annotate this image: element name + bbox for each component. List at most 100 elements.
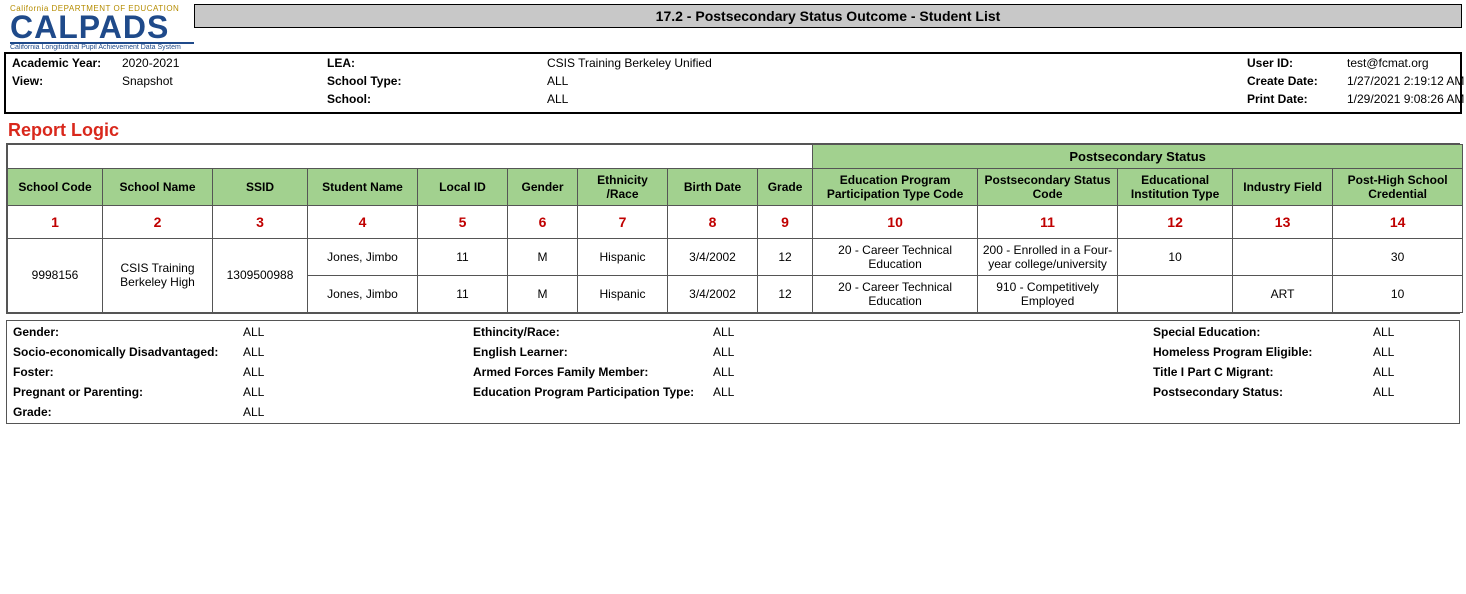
- cell: Jones, Jimbo: [308, 275, 418, 312]
- header-info: Academic Year: 2020-2021 LEA: CSIS Train…: [4, 52, 1462, 114]
- cell: M: [508, 275, 578, 312]
- filter-label: English Learner:: [473, 345, 713, 359]
- col-number: 1: [8, 205, 103, 238]
- filter-value: ALL: [713, 325, 1153, 339]
- col-header: Education Program Participation Type Cod…: [813, 168, 978, 205]
- col-number: 4: [308, 205, 418, 238]
- print-date-label: Print Date:: [1247, 92, 1347, 106]
- cell: 910 - Competitively Employed: [978, 275, 1118, 312]
- filter-value: ALL: [1373, 325, 1453, 339]
- cell: Hispanic: [578, 275, 668, 312]
- col-header: Student Name: [308, 168, 418, 205]
- col-header: School Code: [8, 168, 103, 205]
- col-header: Educational Institution Type: [1118, 168, 1233, 205]
- academic-year-value: 2020-2021: [122, 56, 327, 70]
- filter-value: ALL: [1373, 365, 1453, 379]
- cell: 10: [1118, 238, 1233, 275]
- school-type-label: School Type:: [327, 74, 447, 88]
- filter-label: Armed Forces Family Member:: [473, 365, 713, 379]
- col-number: 6: [508, 205, 578, 238]
- cell: 11: [418, 275, 508, 312]
- create-date-label: Create Date:: [1247, 74, 1347, 88]
- filter-label: [1153, 405, 1373, 419]
- filter-value: ALL: [713, 345, 1153, 359]
- filter-value: ALL: [713, 385, 1153, 399]
- col-number: 11: [978, 205, 1118, 238]
- data-table-wrap: Postsecondary Status School CodeSchool N…: [6, 143, 1460, 314]
- col-header: SSID: [213, 168, 308, 205]
- col-header: Birth Date: [668, 168, 758, 205]
- col-header: Grade: [758, 168, 813, 205]
- school-value: ALL: [547, 92, 1247, 106]
- view-label: View:: [12, 74, 122, 88]
- column-header-row: School CodeSchool NameSSIDStudent NameLo…: [8, 168, 1463, 205]
- col-number: 13: [1233, 205, 1333, 238]
- cell: 30: [1333, 238, 1463, 275]
- filter-label: Education Program Participation Type:: [473, 385, 713, 399]
- filter-label: [473, 405, 713, 419]
- section-title: Report Logic: [8, 120, 1462, 141]
- col-number: 9: [758, 205, 813, 238]
- cell: 200 - Enrolled in a Four-year college/un…: [978, 238, 1118, 275]
- group-header-row: Postsecondary Status: [8, 144, 1463, 168]
- cell: M: [508, 238, 578, 275]
- table-row: 9998156CSIS Training Berkeley High130950…: [8, 238, 1463, 275]
- group-postsecondary: Postsecondary Status: [813, 144, 1463, 168]
- group-blank: [8, 144, 813, 168]
- school-type-value: ALL: [547, 74, 1247, 88]
- filter-label: Pregnant or Parenting:: [13, 385, 243, 399]
- filter-label: Socio-economically Disadvantaged:: [13, 345, 243, 359]
- user-id-label: User ID:: [1247, 56, 1347, 70]
- filter-label: Homeless Program Eligible:: [1153, 345, 1373, 359]
- filter-label: Foster:: [13, 365, 243, 379]
- filter-value: ALL: [1373, 345, 1453, 359]
- filter-label: Grade:: [13, 405, 243, 419]
- col-number: 2: [103, 205, 213, 238]
- col-header: Gender: [508, 168, 578, 205]
- filters-panel: Gender:ALLEthincity/Race:ALLSpecial Educ…: [6, 320, 1460, 424]
- cell: 3/4/2002: [668, 275, 758, 312]
- col-header: School Name: [103, 168, 213, 205]
- cell-school_name: CSIS Training Berkeley High: [103, 238, 213, 312]
- table-body: 9998156CSIS Training Berkeley High130950…: [8, 238, 1463, 312]
- cell: 20 - Career Technical Education: [813, 275, 978, 312]
- col-header: Postsecondary Status Code: [978, 168, 1118, 205]
- filter-label: Postsecondary Status:: [1153, 385, 1373, 399]
- cell: [1118, 275, 1233, 312]
- filter-value: [1373, 405, 1453, 419]
- cell: Hispanic: [578, 238, 668, 275]
- cell: 12: [758, 238, 813, 275]
- col-number: 14: [1333, 205, 1463, 238]
- cell: 10: [1333, 275, 1463, 312]
- cell: 12: [758, 275, 813, 312]
- lea-value: CSIS Training Berkeley Unified: [547, 56, 1247, 70]
- create-date-value: 1/27/2021 2:19:12 AM: [1347, 74, 1466, 88]
- filter-label: Gender:: [13, 325, 243, 339]
- cell: 11: [418, 238, 508, 275]
- cell: ART: [1233, 275, 1333, 312]
- view-value: Snapshot: [122, 74, 327, 88]
- school-label: School:: [327, 92, 447, 106]
- cell-ssid: 1309500988: [213, 238, 308, 312]
- lea-label: LEA:: [327, 56, 447, 70]
- print-date-value: 1/29/2021 9:08:26 AM: [1347, 92, 1466, 106]
- cell: 3/4/2002: [668, 238, 758, 275]
- filter-value: [713, 405, 1153, 419]
- col-header: Local ID: [418, 168, 508, 205]
- col-number: 7: [578, 205, 668, 238]
- column-number-row: 1234567891011121314: [8, 205, 1463, 238]
- filter-label: Title I Part C Migrant:: [1153, 365, 1373, 379]
- cell-school_code: 9998156: [8, 238, 103, 312]
- col-header: Industry Field: [1233, 168, 1333, 205]
- col-header: Post-High School Credential: [1333, 168, 1463, 205]
- logo-subtitle: California Longitudinal Pupil Achievemen…: [10, 44, 194, 51]
- col-header: Ethnicity /Race: [578, 168, 668, 205]
- cell: 20 - Career Technical Education: [813, 238, 978, 275]
- filter-value: ALL: [243, 405, 473, 419]
- col-number: 12: [1118, 205, 1233, 238]
- academic-year-label: Academic Year:: [12, 56, 122, 70]
- logo: California DEPARTMENT OF EDUCATION CALPA…: [4, 4, 194, 53]
- filter-label: Ethincity/Race:: [473, 325, 713, 339]
- filter-value: ALL: [1373, 385, 1453, 399]
- report-title: 17.2 - Postsecondary Status Outcome - St…: [194, 4, 1462, 28]
